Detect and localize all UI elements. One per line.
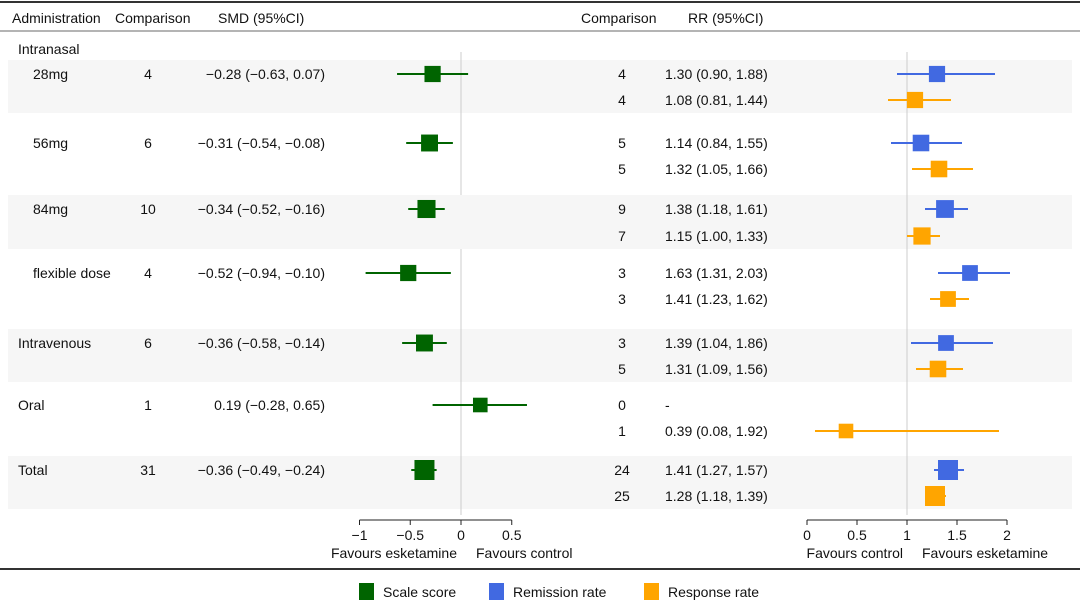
response-rate-point <box>913 227 931 245</box>
scale-score-point <box>472 397 488 413</box>
remission-rr-value: 1.30 (0.90, 1.88) <box>665 66 768 82</box>
axis-tick-label: 2 <box>1003 527 1011 543</box>
legend-label-0: Scale score <box>383 584 456 600</box>
response-comparison-count: 5 <box>618 161 626 177</box>
smd-comparison-count: 31 <box>140 462 156 478</box>
legend-swatch-0 <box>359 583 374 600</box>
smd-comparison-count: 4 <box>144 265 152 281</box>
axis-tick-label: −1 <box>352 527 368 543</box>
remission-rr-value: 1.14 (0.84, 1.55) <box>665 135 768 151</box>
response-comparison-count: 3 <box>618 291 626 307</box>
axis-direction-label-left: Favours esketamine <box>331 545 457 561</box>
smd-comparison-count: 4 <box>144 66 152 82</box>
row-label: flexible dose <box>33 265 111 281</box>
response-rr-value: 1.41 (1.23, 1.62) <box>665 291 768 307</box>
remission-comparison-count: 3 <box>618 265 626 281</box>
scale-score-point <box>417 199 436 219</box>
remission-comparison-count: 4 <box>618 66 626 82</box>
smd-value: −0.28 (−0.63, 0.07) <box>206 66 325 82</box>
remission-comparison-count: 0 <box>618 397 626 413</box>
axis-direction-label-right: Favours control <box>476 545 572 561</box>
response-comparison-count: 25 <box>614 488 630 504</box>
row-label: 56mg <box>33 135 68 151</box>
row-band <box>8 195 1072 249</box>
response-rate-point <box>838 423 854 439</box>
remission-rr-value: 1.39 (1.04, 1.86) <box>665 335 768 351</box>
scale-score-point <box>416 334 433 352</box>
axis-direction-label-right: Favours esketamine <box>922 545 1048 561</box>
remission-rr-value: 1.41 (1.27, 1.57) <box>665 462 768 478</box>
row-band <box>8 329 1072 382</box>
smd-value: −0.52 (−0.94, −0.10) <box>198 265 325 281</box>
response-rate-point <box>925 486 945 506</box>
response-comparison-count: 7 <box>618 228 626 244</box>
axis-tick-label: 1 <box>903 527 911 543</box>
header-rr: RR (95%CI) <box>688 10 763 26</box>
response-rate-point <box>930 160 948 178</box>
response-comparison-count: 5 <box>618 361 626 377</box>
axis-tick-label: 0.5 <box>502 527 522 543</box>
row-label: 28mg <box>33 66 68 82</box>
legend-swatch-1 <box>489 583 504 600</box>
smd-comparison-count: 10 <box>140 201 156 217</box>
legend-label-2: Response rate <box>668 584 759 600</box>
response-rate-point <box>906 91 924 109</box>
legend-swatch-2 <box>644 583 659 600</box>
remission-comparison-count: 5 <box>618 135 626 151</box>
axis-tick-label: 0 <box>803 527 811 543</box>
scale-score-point <box>400 264 417 282</box>
group-label-intranasal: Intranasal <box>18 41 79 57</box>
response-comparison-count: 4 <box>618 92 626 108</box>
remission-rate-point <box>936 200 954 218</box>
row-label: Intravenous <box>18 335 91 351</box>
smd-comparison-count: 6 <box>144 335 152 351</box>
header-comparison-right: Comparison <box>581 10 656 26</box>
axis-tick-label: 1.5 <box>947 527 967 543</box>
smd-value: −0.36 (−0.58, −0.14) <box>198 335 325 351</box>
response-rr-value: 0.39 (0.08, 1.92) <box>665 423 768 439</box>
response-rr-value: 1.08 (0.81, 1.44) <box>665 92 768 108</box>
remission-comparison-count: 9 <box>618 201 626 217</box>
row-label: Total <box>18 462 48 478</box>
smd-value: −0.36 (−0.49, −0.24) <box>198 462 325 478</box>
smd-value: −0.31 (−0.54, −0.08) <box>198 135 325 151</box>
response-rate-point <box>940 291 956 307</box>
axis-tick-label: 0.5 <box>847 527 867 543</box>
axis-tick-label: 0 <box>457 527 465 543</box>
smd-comparison-count: 1 <box>144 397 152 413</box>
legend-label-1: Remission rate <box>513 584 607 600</box>
response-rr-value: 1.15 (1.00, 1.33) <box>665 228 768 244</box>
header-smd: SMD (95%CI) <box>218 10 304 26</box>
row-band <box>8 60 1072 113</box>
remission-comparison-count: 24 <box>614 462 630 478</box>
response-rr-value: 1.31 (1.09, 1.56) <box>665 361 768 377</box>
remission-rate-point <box>938 460 958 480</box>
response-rr-value: 1.32 (1.05, 1.66) <box>665 161 768 177</box>
remission-rate-point <box>962 265 978 281</box>
scale-score-point <box>414 460 435 480</box>
remission-comparison-count: 3 <box>618 335 626 351</box>
smd-comparison-count: 6 <box>144 135 152 151</box>
header-administration: Administration <box>12 10 101 26</box>
remission-rate-point <box>938 335 954 351</box>
row-label: 84mg <box>33 201 68 217</box>
smd-value: −0.34 (−0.52, −0.16) <box>198 201 325 217</box>
scale-score-point <box>424 65 441 83</box>
remission-rr-value: 1.38 (1.18, 1.61) <box>665 201 768 217</box>
header-comparison-left: Comparison <box>115 10 190 26</box>
response-comparison-count: 1 <box>618 423 626 439</box>
smd-value: 0.19 (−0.28, 0.65) <box>214 397 325 413</box>
remission-rate-point <box>928 65 946 83</box>
axis-direction-label-left: Favours control <box>807 545 903 561</box>
remission-rr-value: 1.63 (1.31, 2.03) <box>665 265 768 281</box>
axis-tick-label: −0.5 <box>396 527 424 543</box>
remission-rate-point <box>912 134 930 152</box>
response-rr-value: 1.28 (1.18, 1.39) <box>665 488 768 504</box>
row-label: Oral <box>18 397 44 413</box>
scale-score-point <box>421 134 438 152</box>
remission-rr-value: - <box>665 397 670 413</box>
row-band <box>8 456 1072 509</box>
response-rate-point <box>929 360 947 378</box>
